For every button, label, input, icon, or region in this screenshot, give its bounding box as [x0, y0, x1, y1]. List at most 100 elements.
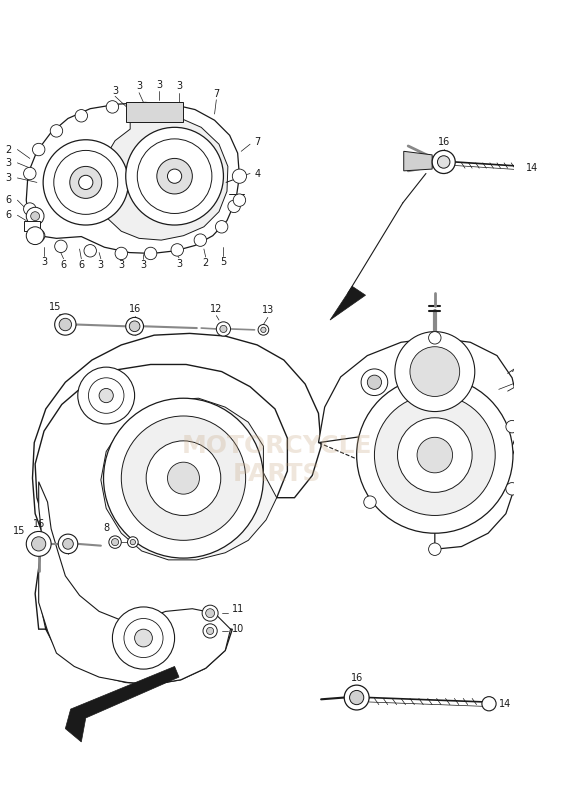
Polygon shape [319, 338, 518, 550]
Text: 7: 7 [213, 89, 219, 98]
Circle shape [126, 318, 144, 335]
Circle shape [417, 438, 452, 473]
Text: 3: 3 [5, 158, 12, 168]
Circle shape [203, 624, 217, 638]
Circle shape [124, 618, 163, 658]
Text: 16: 16 [437, 138, 450, 147]
Circle shape [368, 375, 381, 390]
Text: 16: 16 [32, 519, 45, 530]
Circle shape [398, 418, 472, 492]
Text: 3: 3 [176, 82, 182, 91]
Circle shape [134, 629, 152, 647]
Circle shape [84, 245, 96, 257]
Circle shape [59, 318, 72, 330]
Circle shape [137, 139, 212, 214]
Circle shape [32, 143, 45, 156]
Circle shape [78, 175, 93, 190]
Text: 14: 14 [499, 698, 511, 709]
Polygon shape [27, 102, 239, 254]
Circle shape [167, 462, 200, 494]
Circle shape [207, 627, 213, 634]
Circle shape [167, 169, 182, 183]
Circle shape [395, 332, 475, 411]
Text: 12: 12 [210, 303, 223, 314]
Circle shape [32, 537, 46, 551]
Circle shape [27, 531, 51, 556]
Circle shape [55, 240, 67, 253]
Circle shape [43, 140, 129, 225]
Text: 9: 9 [127, 523, 133, 533]
Circle shape [70, 166, 102, 198]
Circle shape [50, 125, 63, 137]
Text: 3: 3 [176, 259, 182, 269]
Circle shape [228, 200, 240, 213]
Circle shape [432, 150, 455, 174]
Circle shape [215, 221, 228, 233]
Circle shape [55, 314, 76, 335]
Text: 10: 10 [233, 624, 245, 634]
Circle shape [233, 169, 246, 183]
Circle shape [128, 537, 138, 547]
Circle shape [261, 327, 266, 333]
Circle shape [361, 369, 388, 395]
Circle shape [115, 247, 128, 260]
Circle shape [63, 538, 73, 550]
Text: 3: 3 [5, 173, 12, 183]
Circle shape [58, 534, 78, 554]
Circle shape [111, 538, 119, 546]
Circle shape [24, 203, 36, 215]
Text: 16: 16 [351, 673, 363, 683]
Circle shape [106, 101, 119, 113]
Text: 11: 11 [233, 604, 245, 614]
Text: 3: 3 [140, 260, 147, 270]
Circle shape [129, 321, 140, 332]
Text: 3: 3 [41, 258, 47, 267]
FancyBboxPatch shape [24, 221, 40, 231]
Circle shape [506, 421, 518, 433]
Circle shape [364, 496, 376, 508]
Circle shape [88, 378, 124, 414]
Text: 6: 6 [5, 195, 12, 205]
Circle shape [27, 227, 44, 245]
Circle shape [171, 244, 183, 256]
Text: 7: 7 [254, 138, 260, 147]
Polygon shape [101, 398, 277, 560]
Circle shape [410, 346, 460, 397]
Text: 3: 3 [156, 80, 163, 90]
Circle shape [103, 398, 264, 558]
Text: 6: 6 [5, 210, 12, 220]
Circle shape [146, 441, 221, 515]
Text: 8: 8 [103, 523, 109, 533]
Text: 4: 4 [254, 169, 260, 178]
Text: 3: 3 [112, 86, 118, 96]
Text: 14: 14 [526, 163, 539, 173]
Polygon shape [404, 151, 432, 171]
Text: 6: 6 [78, 260, 84, 270]
Circle shape [233, 194, 246, 206]
Circle shape [130, 539, 136, 545]
Circle shape [220, 326, 227, 333]
Circle shape [437, 156, 450, 168]
Text: 15: 15 [13, 526, 25, 535]
Circle shape [109, 536, 121, 548]
Circle shape [482, 697, 496, 711]
Circle shape [194, 234, 207, 246]
Polygon shape [32, 334, 321, 684]
Text: 2: 2 [203, 258, 209, 268]
Circle shape [27, 207, 44, 225]
FancyBboxPatch shape [126, 102, 183, 122]
Polygon shape [330, 286, 366, 320]
Text: 6: 6 [61, 260, 66, 270]
Text: 5: 5 [220, 258, 227, 267]
Circle shape [429, 543, 441, 555]
Circle shape [121, 416, 246, 540]
Circle shape [144, 247, 157, 260]
Text: 15: 15 [48, 302, 61, 312]
Circle shape [202, 605, 218, 621]
Circle shape [126, 127, 223, 225]
Circle shape [374, 394, 495, 515]
Circle shape [99, 389, 113, 402]
Circle shape [506, 482, 518, 495]
Circle shape [32, 230, 45, 242]
Text: 3: 3 [98, 260, 104, 270]
